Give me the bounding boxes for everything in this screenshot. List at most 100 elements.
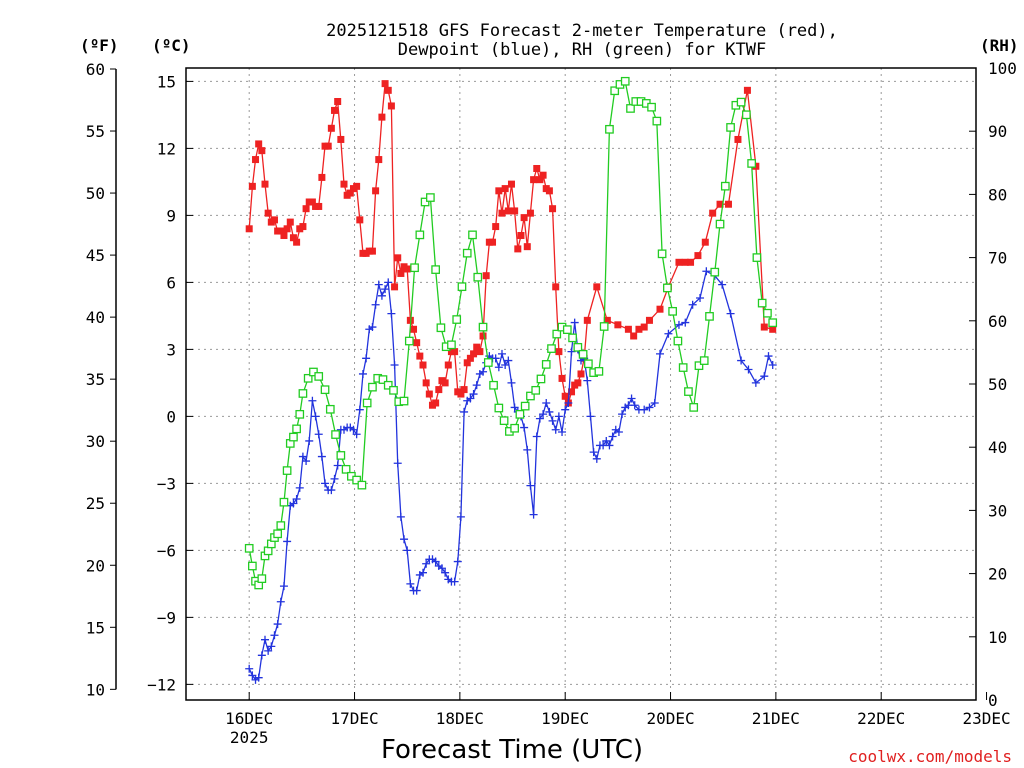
rh-tick-label: 10 [988,628,1007,647]
temperature-point [624,325,632,333]
temperature-point [315,202,323,210]
temperature-point [416,352,424,360]
rh-point [568,333,577,343]
rh-point [515,409,525,419]
temperature-point [514,245,522,253]
dewpoint-point [276,597,285,606]
rh-point [668,306,677,316]
temperature-point [441,379,449,387]
temperature-point [675,258,683,266]
rh-point [436,323,446,333]
dewpoint-point [504,356,513,365]
temperature-point [353,182,361,190]
dewpoint-point [681,318,690,327]
dewpoint-point [393,459,402,468]
temperature-point [552,283,560,291]
rh-point [689,403,699,412]
fahrenheit-axis: 10 15 20 25 30 35 40 45 50 55 60 [86,60,117,699]
temperature-point [460,386,468,394]
rh-point [742,110,751,120]
dewpoint-point [589,448,598,457]
temperature-point [331,106,339,114]
dewpoint-point [650,398,659,407]
dewpoint-point [245,664,254,673]
dewpoint-point [469,390,478,399]
temperature-point [482,272,490,280]
rh-point [420,197,430,207]
temperature-point [536,176,544,184]
rh-point [314,372,324,381]
dewpoint-point [330,474,339,483]
dewpoint-point [377,291,386,300]
time-tick-sublabel: 2025 [230,728,269,747]
temperature-point [511,207,519,215]
dewpoint-point [744,365,753,374]
dewpoint-point [535,414,544,423]
temperature-point [760,323,768,331]
rh-point [404,336,414,346]
rh-point [626,104,635,113]
temperature-point [614,321,622,329]
rh-point [292,424,301,434]
dewpoint-point [548,416,557,425]
rh-point [610,86,620,96]
time-tick-label: 16DEC [225,709,273,728]
temperature-point [346,189,354,197]
temperature-point [694,252,702,260]
temperature-point [568,388,576,396]
rh-point [599,322,609,331]
rh-point [678,363,688,372]
rh-point [331,430,340,439]
dewpoint-point [400,535,409,544]
dewpoint-point [664,329,673,338]
temperature-point [286,218,294,226]
dewpoint-point [279,582,288,591]
temperature-point [289,234,297,242]
fahrenheit-tick-label: 20 [86,556,105,575]
rh-point [663,283,672,293]
rh-point [757,298,767,308]
rh-tick-label: 100 [988,59,1017,78]
dewpoint-point [608,432,617,441]
temperature-point [523,243,531,251]
temperature-point [245,225,253,233]
dewpoint-point [406,579,415,588]
celsius-tick-label: 6 [166,273,176,292]
temperature-point [435,386,443,394]
dewpoint-point [583,376,592,385]
rh-tick-label: 90 [988,122,1007,141]
temperature-point [701,238,709,246]
dewpoint-point [317,452,326,461]
rh-point [279,497,289,507]
rh-point [452,315,462,324]
dewpoint-point [298,452,307,461]
rh-point [620,76,630,86]
rh-point [694,361,704,371]
celsius-tick-label: −9 [157,608,176,627]
rh-tick-label: 20 [988,565,1007,584]
dewpoint-point [292,495,301,504]
temperature-point [378,113,386,121]
rh-point [684,387,693,396]
temperature-point [583,316,591,324]
rh-point [257,574,267,584]
dewpoint-point [321,479,330,488]
temperature-point [549,205,557,213]
rh-point [389,385,398,395]
rh-point [768,318,778,328]
dewpoint-point [479,367,488,376]
dewpoint-point [257,651,266,660]
dewpoint-line [248,270,774,681]
dewpoint-point [387,309,396,318]
dewpoint-point [627,394,636,403]
rh-point [431,265,440,274]
dewpoint-point [586,412,595,421]
time-tick-label: 21DEC [752,709,800,728]
dewpoint-point [419,568,427,577]
temperature-point [394,254,402,262]
dewpoint-point [381,285,390,294]
temperature-point [577,370,585,378]
rh-point [531,385,541,395]
rh-point [399,396,409,406]
temperature-point [248,182,256,190]
